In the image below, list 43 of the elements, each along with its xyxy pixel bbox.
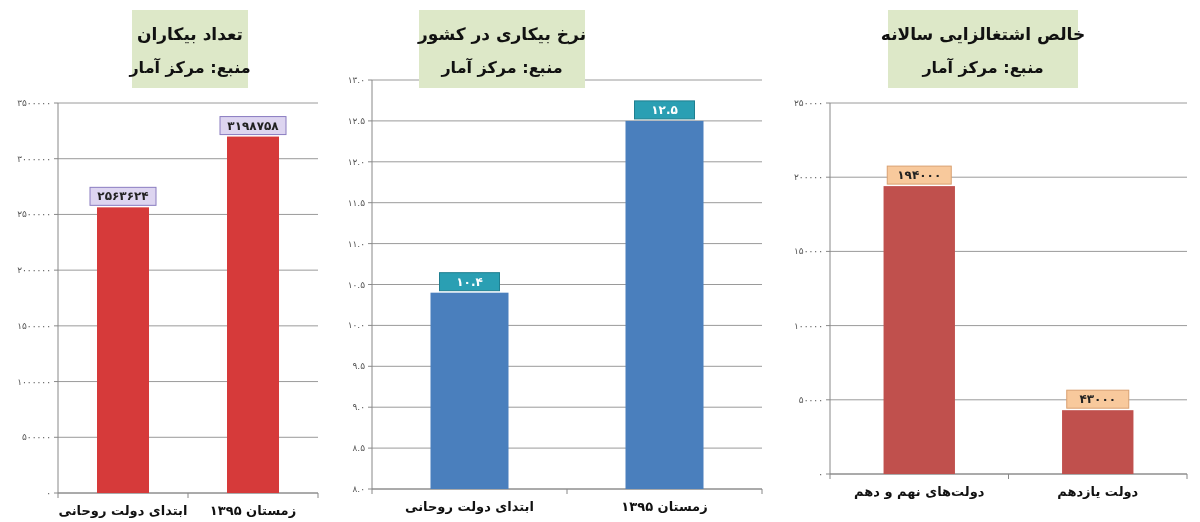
chart-subtitle: منبع: مرکز آمار bbox=[921, 57, 1044, 77]
y-tick-label: ۵۰۰۰۰ bbox=[798, 394, 823, 405]
y-tick-label: ۳۰۰۰۰۰۰ bbox=[17, 153, 51, 164]
chart-subtitle: منبع: مرکز آمار bbox=[128, 57, 251, 77]
y-tick-label: ۳۵۰۰۰۰۰ bbox=[17, 98, 51, 108]
data-label: ۱۲.۵ bbox=[651, 102, 678, 117]
data-label: ۳۱۹۸۷۵۸ bbox=[227, 118, 280, 133]
data-label: ۱۹۴۰۰۰ bbox=[897, 168, 942, 183]
data-label: ۲۵۶۳۶۲۴ bbox=[97, 189, 149, 204]
data-label: ۱۰.۴ bbox=[456, 274, 483, 289]
y-tick-label: ۱۵۰۰۰۰۰ bbox=[17, 320, 51, 331]
chart-title: خالص اشتغالزایی سالانه bbox=[880, 24, 1086, 45]
y-tick-label: ۱۰.۵ bbox=[347, 279, 366, 290]
y-tick-label: ۱۰۰۰۰۰ bbox=[793, 320, 823, 331]
y-tick-label: ۵۰۰۰۰۰ bbox=[21, 432, 51, 443]
x-tick-label: ابتدای دولت روحانی bbox=[405, 499, 534, 514]
y-tick-label: ۱۰.۰ bbox=[347, 320, 365, 331]
y-tick-label: ۲۵۰۰۰۰ bbox=[793, 98, 823, 108]
x-tick-label: ابتدای دولت روحانی bbox=[58, 503, 188, 518]
data-label: ۴۳۰۰۰ bbox=[1079, 392, 1117, 407]
y-tick-label: ۹.۰ bbox=[352, 402, 365, 413]
chart-title: تعداد بیکاران bbox=[137, 24, 243, 44]
x-tick-label: دولت یازدهم bbox=[1057, 484, 1139, 499]
y-tick-label: ۲۰۰۰۰۰۰ bbox=[17, 265, 51, 276]
y-tick-label: ۲۰۰۰۰۰ bbox=[793, 172, 823, 183]
y-tick-label: ۱۵۰۰۰۰ bbox=[793, 246, 823, 257]
x-tick-label: زمستان ۱۳۹۵ bbox=[621, 499, 708, 514]
chart-title: نرخ بیکاری در کشور bbox=[416, 24, 587, 45]
y-tick-label: ۱۰۰۰۰۰۰ bbox=[17, 376, 51, 387]
y-tick-label: ۸.۵ bbox=[352, 443, 366, 454]
y-tick-label: ۰ bbox=[818, 469, 823, 479]
chart-subtitle: منبع: مرکز آمار bbox=[440, 57, 563, 77]
y-tick-label: ۱۲.۰ bbox=[347, 156, 365, 167]
y-tick-label: ۱۳.۰ bbox=[347, 75, 365, 85]
y-tick-label: ۱۱.۰ bbox=[347, 238, 365, 249]
y-tick-label: ۲۵۰۰۰۰۰ bbox=[17, 209, 51, 220]
y-tick-label: ۱۲.۵ bbox=[347, 115, 366, 126]
x-tick-label: زمستان ۱۳۹۵ bbox=[209, 503, 297, 518]
y-tick-label: ۱۱.۵ bbox=[347, 197, 366, 208]
x-tick-label: دولت‌های نهم و دهم bbox=[854, 484, 985, 499]
y-tick-label: ۹.۵ bbox=[352, 361, 366, 372]
y-tick-label: ۸.۰ bbox=[352, 484, 365, 494]
y-tick-label: ۰ bbox=[46, 488, 51, 498]
